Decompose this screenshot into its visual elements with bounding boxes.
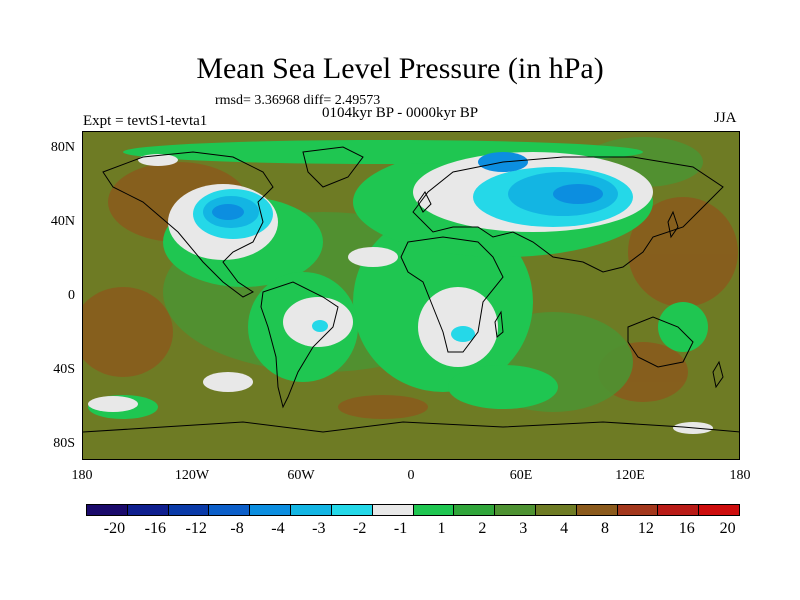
colorbar-label: 16 (678, 520, 695, 537)
colorbar-cell (495, 505, 536, 515)
stats-line: rmsd= 3.36968 diff= 2.49573 (215, 93, 381, 108)
colorbar-label: -4 (271, 520, 285, 537)
colorbar (86, 504, 740, 516)
colorbar-cell (87, 505, 128, 515)
colorbar-cell (331, 505, 373, 515)
colorbar-label: 3 (519, 520, 528, 537)
y-tick-80N: 80N (50, 140, 75, 155)
colorbar-cell (576, 505, 618, 515)
colorbar-cell (250, 505, 292, 515)
x-tick-180W: 180 (71, 468, 93, 483)
colorbar-label: 20 (719, 520, 736, 537)
colorbar-label: 2 (478, 520, 487, 537)
colorbar-label: 4 (560, 520, 569, 537)
colorbar-label: -1 (393, 520, 408, 537)
x-tick-60W: 60W (287, 468, 315, 483)
colorbar-cell (291, 505, 332, 515)
x-tick-0: 0 (407, 468, 415, 483)
colorbar-label: -16 (144, 520, 166, 537)
x-tick-180E: 180 (729, 468, 751, 483)
x-tick-120E: 120E (615, 468, 645, 483)
x-tick-120W: 120W (174, 468, 210, 483)
y-tick-40S: 40S (53, 362, 75, 377)
map-canvas (83, 132, 739, 459)
colorbar-cell (127, 505, 169, 515)
colorbar-label: -8 (230, 520, 244, 537)
coastlines (83, 146, 739, 433)
colorbar-label: -2 (353, 520, 367, 537)
colorbar-cell (413, 505, 455, 515)
chart-title: Mean Sea Level Pressure (in hPa) (196, 52, 604, 85)
colorbar-cell (617, 505, 659, 515)
colorbar-label: -20 (103, 520, 126, 537)
colorbar-cell (372, 505, 414, 515)
x-tick-60E: 60E (509, 468, 533, 483)
colorbar-label: 1 (437, 520, 446, 537)
pressure-map (82, 131, 740, 460)
experiment-label: Expt = tevtS1-tevta1 (83, 113, 208, 129)
y-tick-40N: 40N (50, 214, 75, 229)
colorbar-label: 8 (600, 520, 609, 537)
colorbar-cell (454, 505, 496, 515)
colorbar-label: -12 (185, 520, 207, 537)
y-tick-80S: 80S (53, 436, 75, 451)
season-label: JJA (714, 110, 737, 126)
colorbar-cell (168, 505, 210, 515)
colorbar-cell (535, 505, 577, 515)
colorbar-cell (658, 505, 700, 515)
colorbar-label: -3 (312, 520, 326, 537)
period-label: 0104kyr BP - 0000kyr BP (322, 105, 479, 121)
colorbar-cell (699, 505, 739, 515)
colorbar-cell (209, 505, 251, 515)
y-tick-0: 0 (68, 288, 75, 303)
colorbar-label: 12 (637, 520, 654, 537)
